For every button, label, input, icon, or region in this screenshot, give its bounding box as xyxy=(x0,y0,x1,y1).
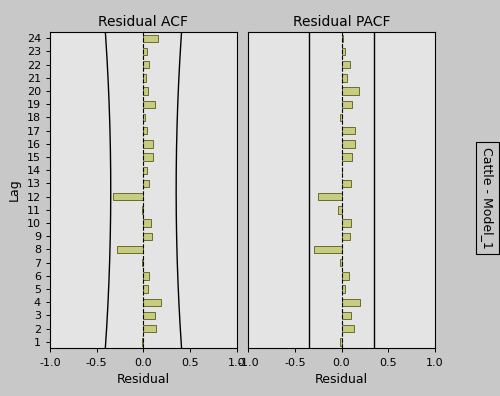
Bar xyxy=(342,219,351,227)
Bar xyxy=(144,34,158,42)
Bar xyxy=(144,312,154,319)
Bar xyxy=(112,193,144,200)
Bar xyxy=(342,127,354,134)
Bar xyxy=(342,101,352,108)
Bar xyxy=(144,88,148,95)
Bar xyxy=(342,286,345,293)
Bar xyxy=(314,246,342,253)
Bar xyxy=(342,140,354,147)
Bar xyxy=(342,88,359,95)
Bar xyxy=(342,48,345,55)
Bar xyxy=(342,325,353,332)
Bar xyxy=(340,338,342,345)
Bar xyxy=(342,74,347,82)
Bar xyxy=(342,153,352,161)
X-axis label: Residual: Residual xyxy=(117,373,170,386)
Bar xyxy=(118,246,144,253)
Bar xyxy=(144,167,147,174)
Bar xyxy=(318,193,342,200)
Bar xyxy=(338,206,342,213)
Bar xyxy=(144,272,149,280)
Bar xyxy=(342,272,349,280)
Bar xyxy=(144,153,153,161)
Bar xyxy=(342,232,350,240)
Bar xyxy=(142,206,144,213)
Bar xyxy=(144,61,149,68)
Bar xyxy=(342,299,360,306)
Bar xyxy=(342,312,351,319)
Bar xyxy=(342,34,344,42)
Bar xyxy=(144,299,161,306)
Bar xyxy=(144,114,146,121)
Bar xyxy=(342,180,351,187)
Bar xyxy=(144,127,147,134)
Bar xyxy=(144,219,151,227)
Bar xyxy=(340,114,342,121)
Bar xyxy=(144,101,154,108)
Bar xyxy=(340,259,342,266)
Bar xyxy=(144,140,153,147)
Title: Residual ACF: Residual ACF xyxy=(98,15,188,29)
Bar xyxy=(144,325,156,332)
Bar xyxy=(144,286,148,293)
X-axis label: Residual: Residual xyxy=(315,373,368,386)
Title: Residual PACF: Residual PACF xyxy=(293,15,390,29)
Bar xyxy=(142,338,144,345)
Bar xyxy=(144,180,149,187)
Bar xyxy=(144,48,147,55)
Text: Cattle - Model_1: Cattle - Model_1 xyxy=(481,147,494,249)
Y-axis label: Lag: Lag xyxy=(8,179,21,202)
Bar xyxy=(144,74,146,82)
Bar xyxy=(142,259,144,266)
Bar xyxy=(342,61,350,68)
Bar xyxy=(144,232,152,240)
